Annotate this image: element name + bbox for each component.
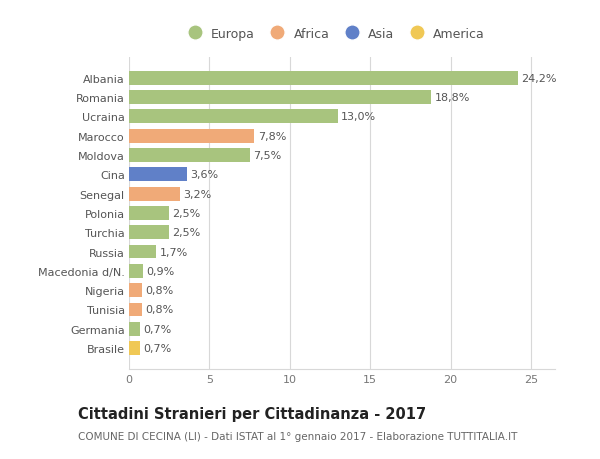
Legend: Europa, Africa, Asia, America: Europa, Africa, Asia, America — [182, 28, 485, 41]
Bar — [129, 303, 142, 317]
Text: 0,8%: 0,8% — [145, 285, 173, 296]
Text: 3,2%: 3,2% — [184, 189, 212, 199]
Text: 0,7%: 0,7% — [143, 343, 172, 353]
Text: 24,2%: 24,2% — [521, 73, 557, 84]
Text: 7,8%: 7,8% — [257, 131, 286, 141]
Bar — [129, 110, 338, 124]
Bar — [129, 264, 143, 278]
Text: 13,0%: 13,0% — [341, 112, 376, 122]
Bar — [129, 245, 157, 259]
Text: Cittadini Stranieri per Cittadinanza - 2017: Cittadini Stranieri per Cittadinanza - 2… — [78, 406, 426, 421]
Text: 7,5%: 7,5% — [253, 151, 281, 161]
Bar — [129, 187, 181, 201]
Text: 3,6%: 3,6% — [190, 170, 218, 180]
Bar — [129, 341, 140, 355]
Text: 1,7%: 1,7% — [160, 247, 188, 257]
Text: 0,8%: 0,8% — [145, 305, 173, 315]
Text: 18,8%: 18,8% — [434, 93, 470, 103]
Bar — [129, 168, 187, 182]
Bar — [129, 91, 431, 105]
Text: 2,5%: 2,5% — [172, 208, 200, 218]
Bar — [129, 226, 169, 240]
Bar — [129, 149, 250, 162]
Text: 0,9%: 0,9% — [146, 266, 175, 276]
Text: COMUNE DI CECINA (LI) - Dati ISTAT al 1° gennaio 2017 - Elaborazione TUTTITALIA.: COMUNE DI CECINA (LI) - Dati ISTAT al 1°… — [78, 431, 517, 442]
Text: 2,5%: 2,5% — [172, 228, 200, 238]
Text: 0,7%: 0,7% — [143, 324, 172, 334]
Bar — [129, 72, 518, 85]
Bar — [129, 129, 254, 143]
Bar — [129, 322, 140, 336]
Bar — [129, 207, 169, 220]
Bar — [129, 284, 142, 297]
